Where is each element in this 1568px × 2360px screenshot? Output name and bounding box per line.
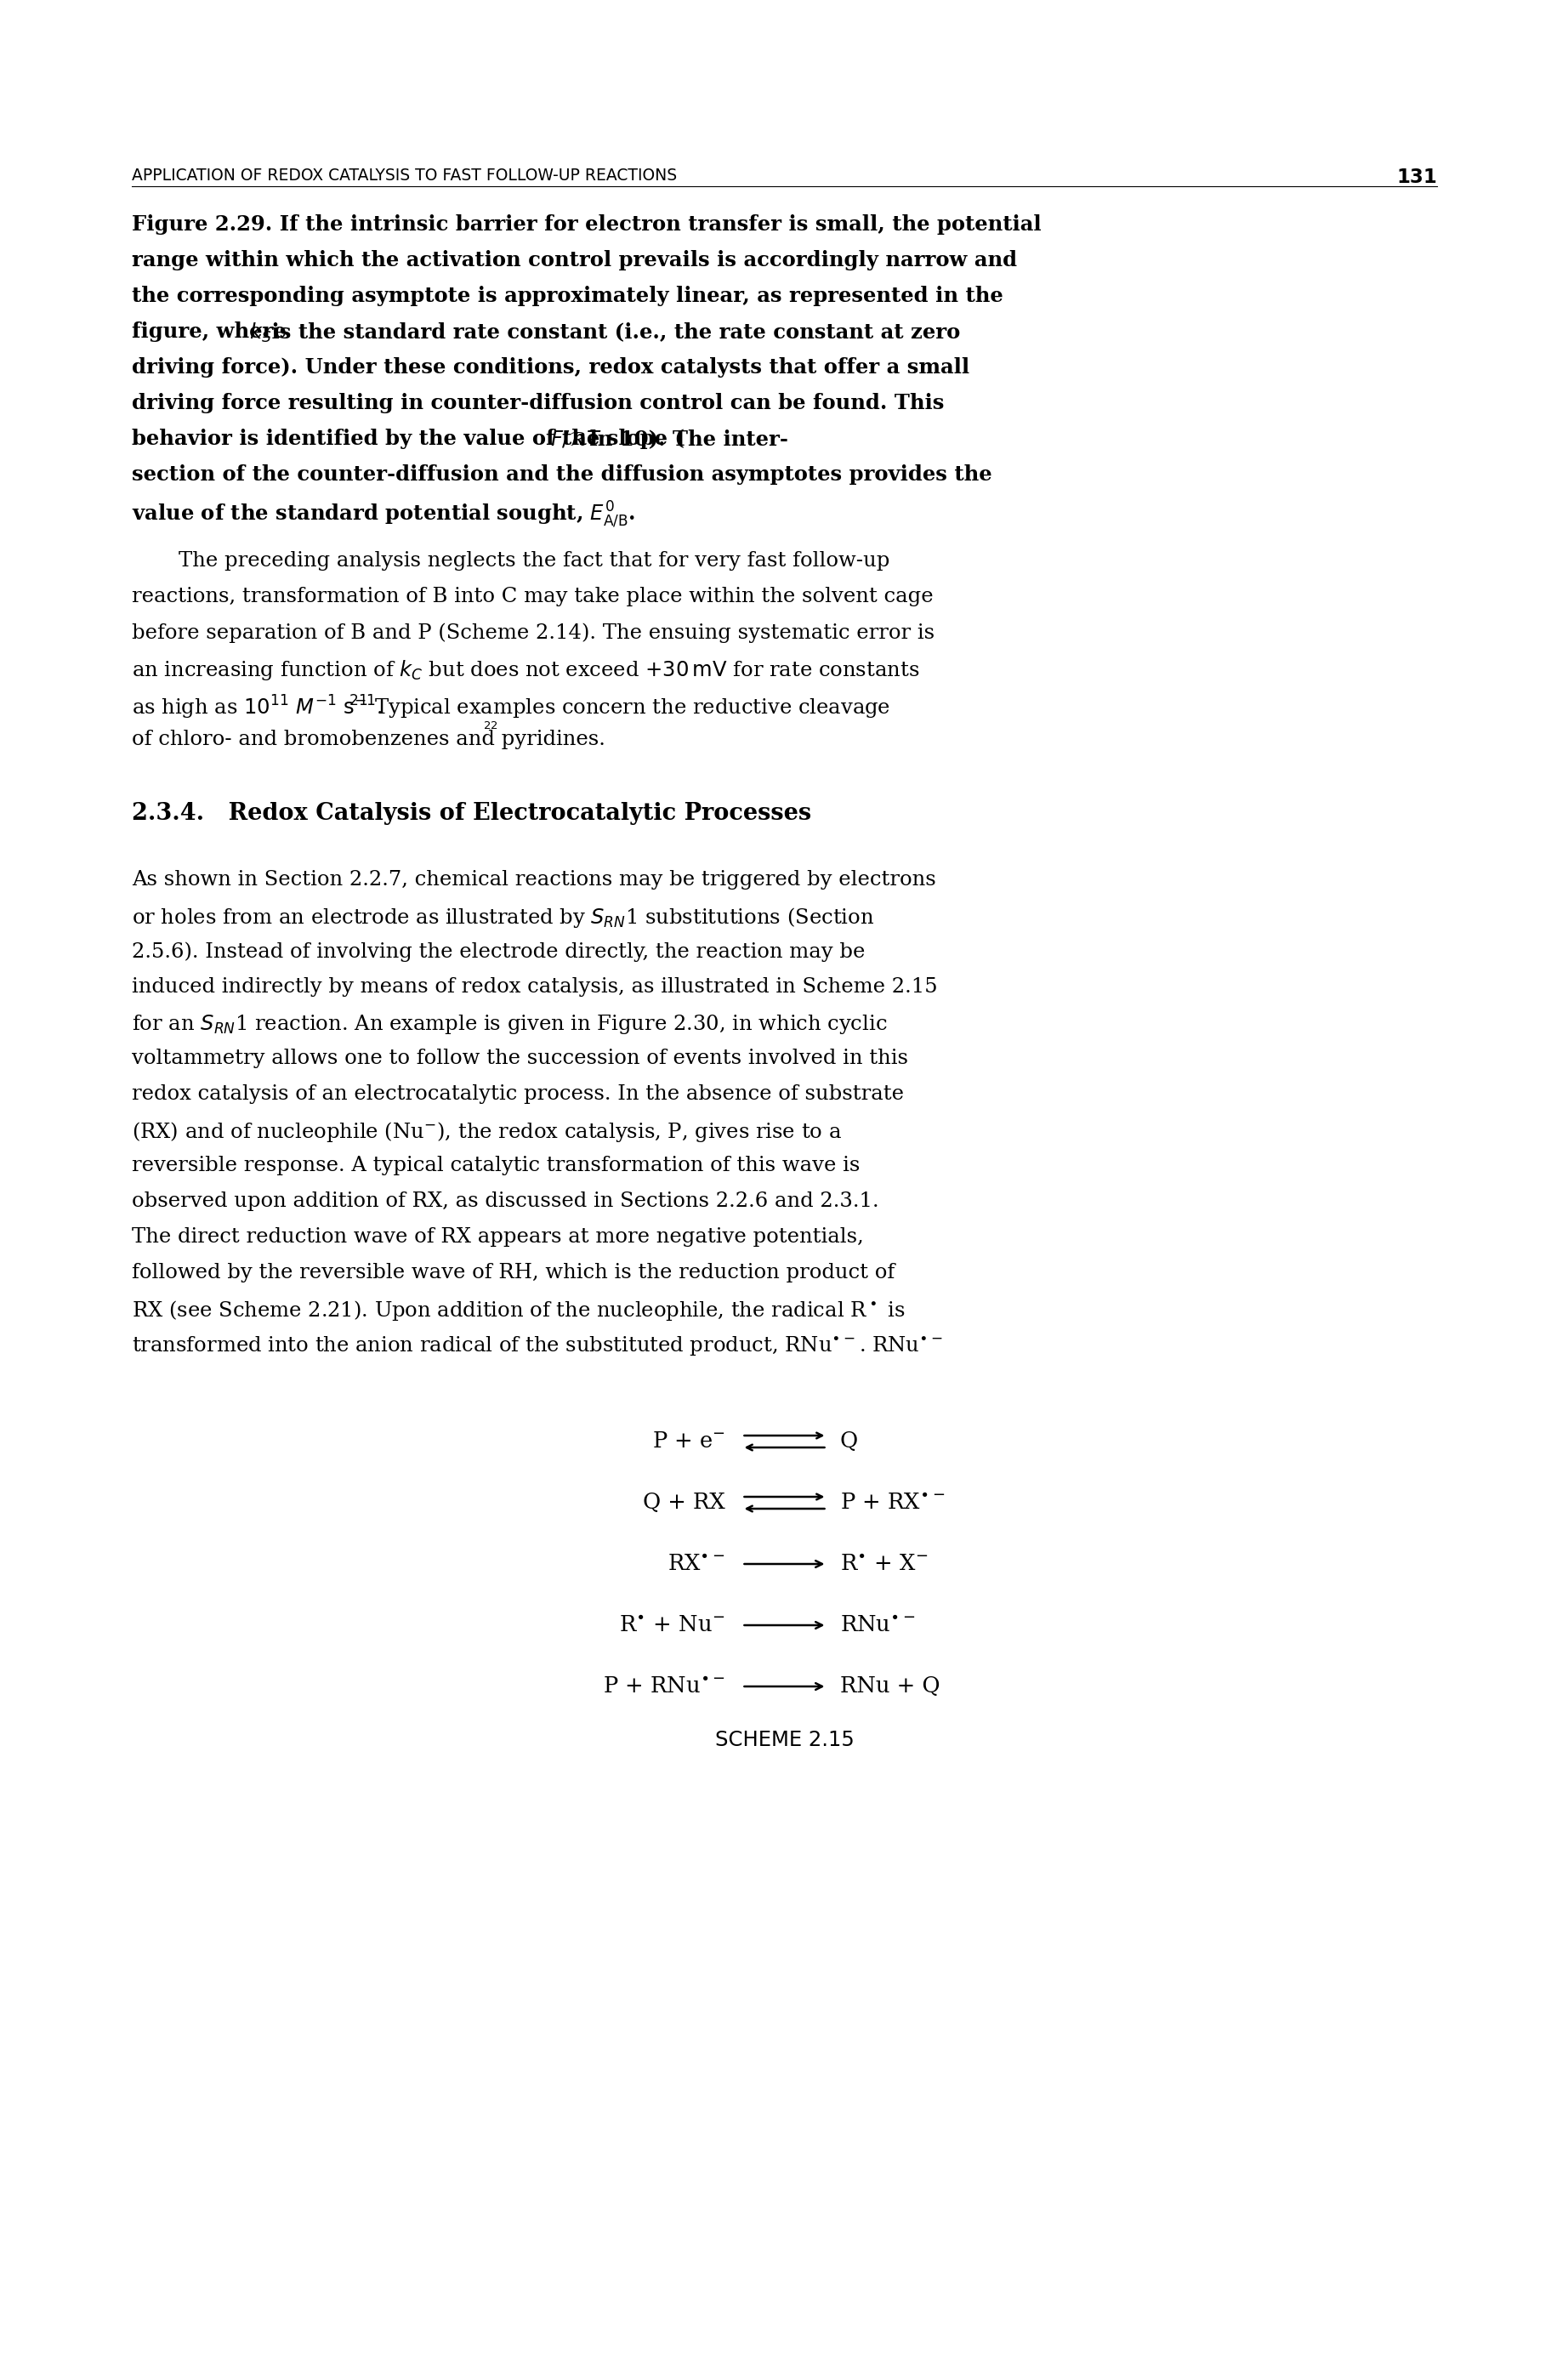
- Text: $F/\mathcal{R}T$: $F/\mathcal{R}T$: [550, 430, 602, 448]
- Text: observed upon addition of RX, as discussed in Sections 2.2.6 and 2.3.1.: observed upon addition of RX, as discuss…: [132, 1192, 880, 1211]
- Text: Figure 2.29. If the intrinsic barrier for electron transfer is small, the potent: Figure 2.29. If the intrinsic barrier fo…: [132, 215, 1041, 234]
- Text: (RX) and of nucleophile (Nu$^{-}$), the redox catalysis, P, gives rise to a: (RX) and of nucleophile (Nu$^{-}$), the …: [132, 1121, 842, 1145]
- Text: ln 10). The inter-: ln 10). The inter-: [583, 430, 789, 448]
- Text: transformed into the anion radical of the substituted product, RNu$^{\bullet-}$.: transformed into the anion radical of th…: [132, 1333, 942, 1357]
- Text: as high as $10^{11}$ $M^{-1}$ $\mathrm{s}^{-1}$.: as high as $10^{11}$ $M^{-1}$ $\mathrm{s…: [132, 694, 383, 722]
- Text: an increasing function of $k_C$ but does not exceed $+30\,\mathrm{mV}$ for rate : an increasing function of $k_C$ but does…: [132, 658, 919, 682]
- Text: redox catalysis of an electrocatalytic process. In the absence of substrate: redox catalysis of an electrocatalytic p…: [132, 1083, 903, 1104]
- Text: RX$^{\bullet-}$: RX$^{\bullet-}$: [666, 1553, 724, 1574]
- Text: followed by the reversible wave of RH, which is the reduction product of: followed by the reversible wave of RH, w…: [132, 1263, 895, 1281]
- Text: R$^{\bullet}$ + X$^{-}$: R$^{\bullet}$ + X$^{-}$: [840, 1553, 928, 1574]
- Text: P + RX$^{\bullet-}$: P + RX$^{\bullet-}$: [840, 1492, 944, 1513]
- Text: behavior is identified by the value of the slope (: behavior is identified by the value of t…: [132, 430, 685, 448]
- Text: RX (see Scheme 2.21). Upon addition of the nucleophile, the radical R$^\bullet$ : RX (see Scheme 2.21). Upon addition of t…: [132, 1298, 905, 1322]
- Text: The direct reduction wave of RX appears at more negative potentials,: The direct reduction wave of RX appears …: [132, 1227, 864, 1246]
- Text: RNu$^{\bullet-}$: RNu$^{\bullet-}$: [840, 1614, 916, 1635]
- Text: 2.5.6). Instead of involving the electrode directly, the reaction may be: 2.5.6). Instead of involving the electro…: [132, 942, 866, 961]
- Text: the corresponding asymptote is approximately linear, as represented in the: the corresponding asymptote is approxima…: [132, 286, 1004, 307]
- Text: Q + RX: Q + RX: [643, 1492, 724, 1513]
- Text: range within which the activation control prevails is accordingly narrow and: range within which the activation contro…: [132, 250, 1018, 271]
- Text: reactions, transformation of B into C may take place within the solvent cage: reactions, transformation of B into C ma…: [132, 588, 933, 607]
- Text: for an $S_{RN}$1 reaction. An example is given in Figure 2.30, in which cyclic: for an $S_{RN}$1 reaction. An example is…: [132, 1012, 887, 1036]
- Text: is the standard rate constant (i.e., the rate constant at zero: is the standard rate constant (i.e., the…: [265, 321, 960, 342]
- Text: $k_S$: $k_S$: [249, 321, 271, 345]
- Text: P + e$^{-}$: P + e$^{-}$: [652, 1430, 724, 1451]
- Text: figure, where: figure, where: [132, 321, 293, 342]
- Text: $^{22}$: $^{22}$: [483, 722, 499, 739]
- Text: driving force). Under these conditions, redox catalysts that offer a small: driving force). Under these conditions, …: [132, 356, 969, 378]
- Text: SCHEME 2.15: SCHEME 2.15: [715, 1730, 855, 1751]
- Text: before separation of B and P (Scheme 2.14). The ensuing systematic error is: before separation of B and P (Scheme 2.1…: [132, 623, 935, 642]
- Text: APPLICATION OF REDOX CATALYSIS TO FAST FOLLOW-UP REACTIONS: APPLICATION OF REDOX CATALYSIS TO FAST F…: [132, 168, 677, 184]
- Text: P + RNu$^{\bullet-}$: P + RNu$^{\bullet-}$: [602, 1676, 724, 1697]
- Text: value of the standard potential sought, $E^0_{\mathrm{A/B}}$.: value of the standard potential sought, …: [132, 500, 635, 531]
- Text: $^{21}$ Typical examples concern the reductive cleavage: $^{21}$ Typical examples concern the red…: [348, 694, 891, 722]
- Text: section of the counter-diffusion and the diffusion asymptotes provides the: section of the counter-diffusion and the…: [132, 465, 993, 484]
- Text: of chloro- and bromobenzenes and pyridines.: of chloro- and bromobenzenes and pyridin…: [132, 729, 605, 748]
- Text: R$^{\bullet}$ + Nu$^{-}$: R$^{\bullet}$ + Nu$^{-}$: [619, 1614, 724, 1635]
- Text: or holes from an electrode as illustrated by $S_{RN}$1 substitutions (Section: or holes from an electrode as illustrate…: [132, 906, 875, 930]
- Text: voltammetry allows one to follow the succession of events involved in this: voltammetry allows one to follow the suc…: [132, 1048, 908, 1069]
- Text: 2.3.4.   Redox Catalysis of Electrocatalytic Processes: 2.3.4. Redox Catalysis of Electrocatalyt…: [132, 802, 811, 826]
- Text: RNu + Q: RNu + Q: [840, 1676, 939, 1697]
- Text: driving force resulting in counter-diffusion control can be found. This: driving force resulting in counter-diffu…: [132, 392, 944, 413]
- Text: reversible response. A typical catalytic transformation of this wave is: reversible response. A typical catalytic…: [132, 1156, 859, 1175]
- Text: The preceding analysis neglects the fact that for very fast follow-up: The preceding analysis neglects the fact…: [179, 552, 889, 571]
- Text: As shown in Section 2.2.7, chemical reactions may be triggered by electrons: As shown in Section 2.2.7, chemical reac…: [132, 871, 936, 890]
- Text: Q: Q: [840, 1430, 858, 1451]
- Text: induced indirectly by means of redox catalysis, as illustrated in Scheme 2.15: induced indirectly by means of redox cat…: [132, 977, 938, 996]
- Text: 131: 131: [1397, 168, 1436, 186]
